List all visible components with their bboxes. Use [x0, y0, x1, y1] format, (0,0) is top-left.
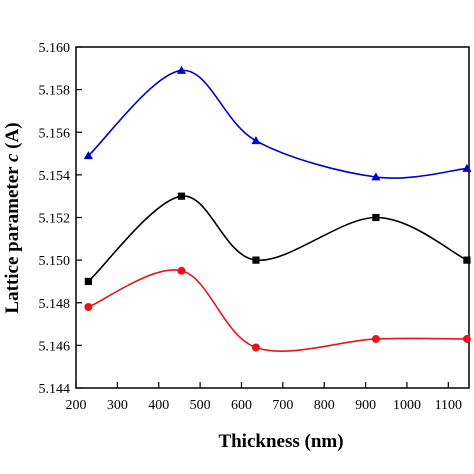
y-tick-label: 5.158	[39, 84, 71, 99]
x-axis-title: Thickness (nm)	[218, 431, 343, 452]
data-point-triangle	[462, 163, 472, 172]
data-point-square	[372, 213, 380, 222]
y-axis-title-text: Lattice parameter	[2, 166, 23, 314]
data-point-circle	[84, 303, 93, 312]
y-tick-label: 5.154	[39, 169, 71, 184]
data-point-triangle	[251, 136, 261, 145]
y-tick-label: 5.160	[39, 41, 71, 56]
series-line-circle	[88, 269, 467, 352]
data-point-triangle	[83, 151, 94, 160]
plot-area-frame	[75, 46, 470, 389]
data-point-circle	[371, 334, 380, 343]
y-tick-label: 5.144	[39, 382, 71, 397]
x-tick-label: 1100	[435, 398, 462, 413]
x-tick-label: 400	[148, 398, 169, 413]
y-tick-label: 5.150	[39, 254, 71, 269]
data-point-circle	[251, 343, 260, 352]
y-axis-title-variable: c	[2, 153, 23, 162]
x-axis-ticks: 200 300 400 500 600 700 800 900 1000 1100	[66, 382, 462, 413]
data-point-square	[252, 256, 260, 264]
data-point-square	[84, 277, 93, 286]
y-tick-label: 5.146	[39, 339, 71, 354]
x-tick-label: 300	[107, 398, 128, 413]
data-point-square	[177, 192, 186, 200]
data-point-circle	[462, 334, 471, 343]
series-layer	[83, 65, 472, 352]
data-point-triangle	[176, 65, 187, 74]
y-tick-label: 5.148	[39, 297, 71, 312]
y-tick-label: 5.156	[39, 126, 71, 141]
x-tick-label: 900	[355, 398, 376, 413]
y-axis-title-unit: (A)	[2, 122, 23, 148]
x-tick-label: 500	[190, 398, 211, 413]
series-line-square	[87, 195, 468, 283]
y-axis-ticks: 5.144 5.146 5.148 5.150 5.152 5.154 5.156 5.158…	[39, 41, 82, 397]
y-tick-label: 5.152	[39, 212, 71, 227]
data-point-triangle	[371, 172, 381, 181]
x-tick-label: 600	[231, 398, 252, 413]
data-point-square	[463, 256, 471, 264]
x-tick-label: 200	[66, 398, 87, 413]
x-tick-label: 800	[314, 398, 335, 413]
data-point-circle	[177, 266, 186, 275]
series-line-triangle	[87, 69, 468, 179]
y-axis-title: Lattice parameter c (A)	[2, 122, 23, 313]
x-tick-label: 1000	[393, 398, 421, 413]
x-tick-label: 700	[272, 398, 293, 413]
